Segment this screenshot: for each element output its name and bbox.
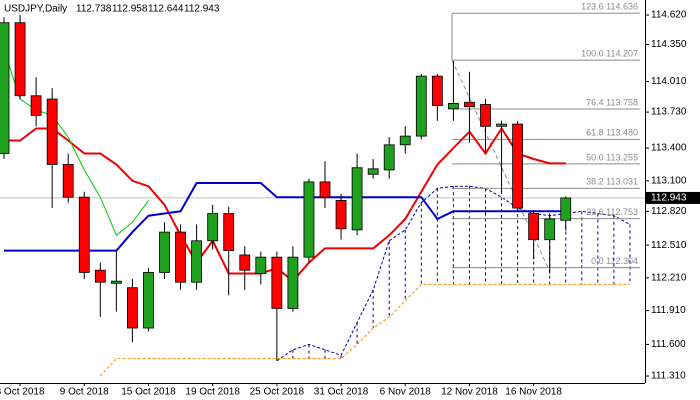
x-tick-label: 12 Nov 2018 <box>441 387 498 398</box>
x-tick-label: 6 Nov 2018 <box>380 387 432 398</box>
x-tick-label: 19 Oct 2018 <box>185 387 240 398</box>
y-tick-label: 112.210 <box>651 273 687 284</box>
x-tick-label: 25 Oct 2018 <box>250 387 305 398</box>
header-open: 112.738 <box>76 4 112 15</box>
fib-label: 50.0 113.255 <box>586 152 638 162</box>
x-tick-label: 3 Oct 2018 <box>0 387 45 398</box>
indicator-line <box>4 182 566 252</box>
last-price-label: 112.943 <box>651 193 687 204</box>
header-low: 112.644 <box>148 4 184 15</box>
candle-body <box>159 231 170 273</box>
fib-label: 123.6 114.636 <box>581 2 638 12</box>
x-tick-label: 31 Oct 2018 <box>314 387 369 398</box>
candle-body <box>223 213 235 252</box>
y-tick-label: 111.310 <box>651 371 686 382</box>
candle-body <box>30 95 42 116</box>
candle-body <box>271 256 283 309</box>
candle-body <box>191 240 203 283</box>
y-tick-label: 112.820 <box>651 206 687 217</box>
plot: 123.6 114.636 100.0 114.207 76.4 113.758 61… <box>0 2 645 377</box>
header-high: 112.958 <box>112 4 148 15</box>
candle-body <box>62 164 74 198</box>
fib-label: 100.0 114.207 <box>581 48 638 58</box>
y-tick-label: 111.910 <box>651 305 686 316</box>
candle-body <box>399 135 411 146</box>
candle-body <box>431 75 443 106</box>
candle-body <box>175 231 186 283</box>
candle-body <box>78 196 90 273</box>
x-tick-label: 15 Oct 2018 <box>121 387 176 398</box>
candle-body <box>351 167 363 231</box>
y-tick-label: 113.400 <box>651 143 687 154</box>
candle-body <box>303 181 315 258</box>
candle-body <box>512 123 523 209</box>
fib-label: 61.8 113.480 <box>586 128 638 138</box>
indicator-line <box>4 126 566 283</box>
candle-body <box>110 280 122 284</box>
candle-body <box>207 213 219 242</box>
fib-label: 23.6 112.753 <box>586 207 638 217</box>
y-tick-label: 114.620 <box>651 10 687 21</box>
y-tick-label: 114.350 <box>651 39 687 50</box>
candle-body <box>46 98 58 165</box>
y-tick-label: 111.600 <box>651 339 686 350</box>
fib-label: 38.2 113.031 <box>586 177 638 187</box>
candle-body <box>496 123 507 127</box>
candle-body <box>287 256 299 309</box>
candle-body <box>0 22 10 154</box>
candle-body <box>94 269 106 283</box>
candle-body <box>415 75 427 137</box>
candle-body <box>367 168 379 175</box>
candle-body <box>335 200 347 230</box>
candle-body <box>464 101 475 108</box>
candle-body <box>127 287 138 329</box>
candle-body <box>560 197 572 221</box>
header-close: 112.943 <box>184 4 220 15</box>
candle-body <box>255 256 267 274</box>
symbol: USDJPY,Daily <box>4 4 67 15</box>
fib-label: 0.0 112.304 <box>591 256 638 266</box>
candle-body <box>239 254 251 271</box>
y-tick-label: 113.100 <box>651 175 687 186</box>
y-tick-label: 112.510 <box>651 240 687 251</box>
x-tick-label: 16 Nov 2018 <box>505 387 562 398</box>
candle-body <box>544 218 556 241</box>
candle-body <box>383 144 395 171</box>
candle-body <box>447 102 459 110</box>
candle-body <box>14 22 26 97</box>
candle-body <box>319 181 331 198</box>
fib-label: 76.4 113.758 <box>586 97 638 107</box>
candle-body <box>528 213 540 241</box>
candle-body <box>480 104 491 127</box>
last-price-box <box>645 191 700 204</box>
candle-body <box>143 272 154 329</box>
y-tick-label: 113.730 <box>651 107 687 118</box>
y-tick-label: 114.010 <box>651 76 687 87</box>
cloud-span-b <box>99 283 630 377</box>
x-tick-label: 9 Oct 2018 <box>60 387 109 398</box>
header: USDJPY,Daily 112.738 112.958 112.644 112… <box>4 4 220 15</box>
indicator-line <box>3 49 149 237</box>
